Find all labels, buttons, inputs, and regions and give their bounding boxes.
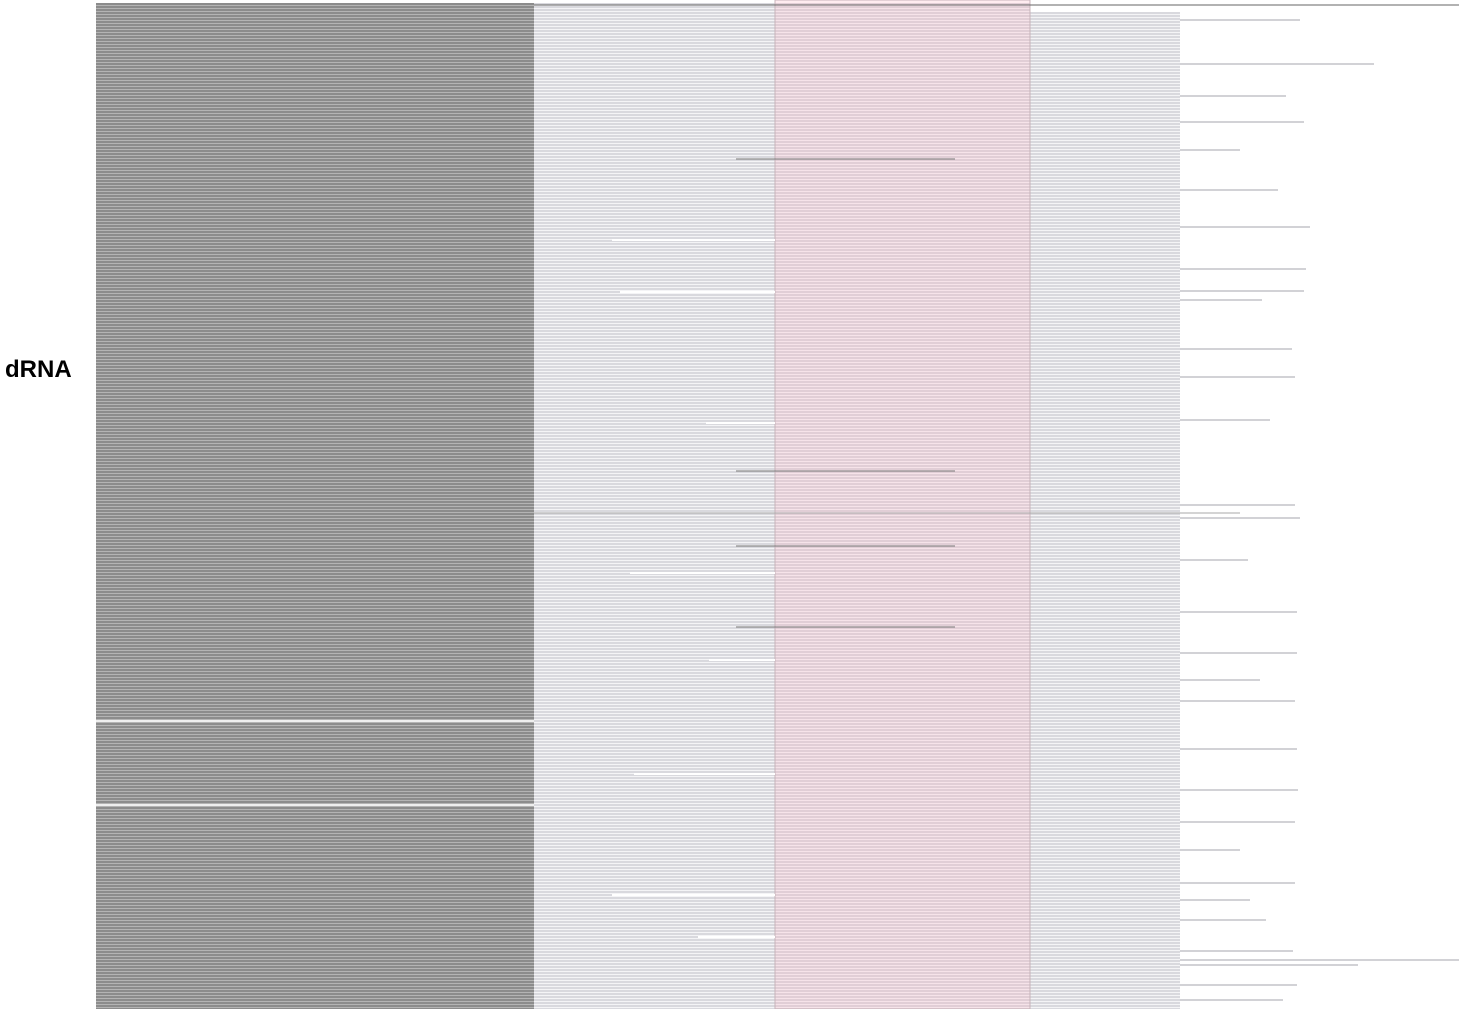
highlight-region (774, 0, 1031, 1009)
track-label: dRNA (5, 356, 72, 383)
short-reads (736, 158, 955, 628)
read-body (534, 3, 1030, 1009)
read-tails (1030, 12, 1180, 1009)
aligned-block (96, 3, 534, 1009)
long-tails (1180, 19, 1459, 1001)
reads (96, 0, 1459, 1009)
read-breaks (612, 239, 775, 938)
